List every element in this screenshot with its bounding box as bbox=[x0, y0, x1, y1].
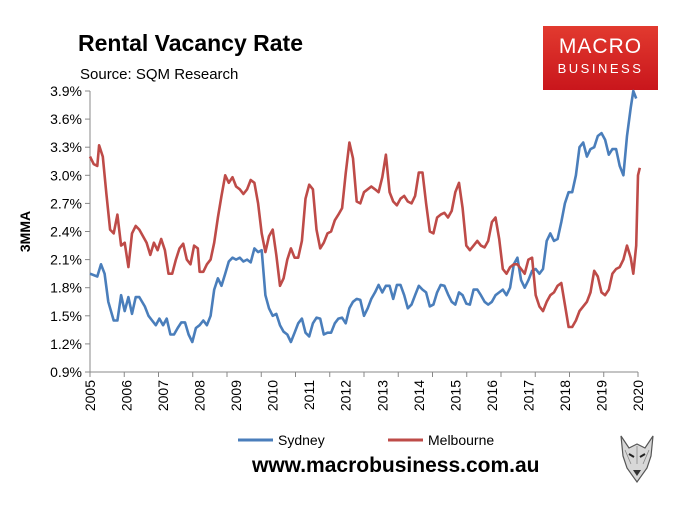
logo-line-2: BUSINESS bbox=[557, 61, 644, 76]
y-tick-label: 2.4% bbox=[50, 224, 82, 240]
y-tick-label: 1.8% bbox=[50, 280, 82, 296]
y-tick-label: 2.7% bbox=[50, 195, 82, 211]
chart-legend: Sydney Melbourne bbox=[238, 432, 494, 448]
legend-label-sydney: Sydney bbox=[278, 432, 325, 448]
x-tick-label: 2009 bbox=[228, 380, 244, 411]
y-tick-label: 3.6% bbox=[50, 111, 82, 127]
x-tick-label: 2011 bbox=[301, 380, 317, 410]
y-tick-label: 3.3% bbox=[50, 139, 82, 155]
wolf-icon bbox=[620, 435, 654, 484]
chart-axes: 0.9% 1.2% 1.5% 1.8% 2.1% 2.4% 2.7% 3.0% 3.3% 3.6%… bbox=[17, 83, 646, 411]
y-tick-label: 0.9% bbox=[50, 364, 82, 380]
website-url: www.macrobusiness.com.au bbox=[252, 454, 540, 477]
macrobusiness-logo: MACRO BUSINESS bbox=[543, 26, 658, 90]
x-tick-label: 2014 bbox=[411, 380, 427, 411]
x-tick-label: 2013 bbox=[374, 380, 390, 411]
legend-label-melbourne: Melbourne bbox=[428, 432, 494, 448]
x-tick-label: 2016 bbox=[484, 380, 500, 411]
x-tick-label: 2018 bbox=[557, 380, 573, 411]
x-tick-label: 2010 bbox=[265, 380, 281, 411]
x-tick-label: 2012 bbox=[338, 380, 354, 411]
x-tick-label: 2015 bbox=[447, 380, 463, 411]
x-tick-label: 2017 bbox=[520, 380, 536, 411]
chart-series bbox=[88, 89, 642, 344]
chart-title: Rental Vacancy Rate bbox=[78, 30, 304, 56]
y-axis-label: 3MMA bbox=[17, 211, 33, 252]
x-tick-label: 2005 bbox=[82, 380, 98, 411]
y-tick-label: 1.5% bbox=[50, 308, 82, 324]
x-tick-label: 2019 bbox=[593, 380, 609, 411]
y-tick-label: 3.0% bbox=[50, 167, 82, 183]
y-tick-label: 2.1% bbox=[50, 252, 82, 268]
x-tick-label: 2007 bbox=[155, 380, 171, 411]
y-tick-label: 3.9% bbox=[50, 83, 82, 99]
x-tick-label: 2008 bbox=[192, 380, 208, 411]
logo-line-1: MACRO bbox=[558, 35, 643, 58]
y-tick-label: 1.2% bbox=[50, 336, 82, 352]
series-line-melbourne bbox=[88, 141, 642, 329]
chart-source: Source: SQM Research bbox=[80, 66, 239, 83]
x-tick-label: 2020 bbox=[630, 380, 646, 411]
series-line-sydney bbox=[89, 89, 638, 344]
x-tick-label: 2006 bbox=[119, 380, 135, 411]
